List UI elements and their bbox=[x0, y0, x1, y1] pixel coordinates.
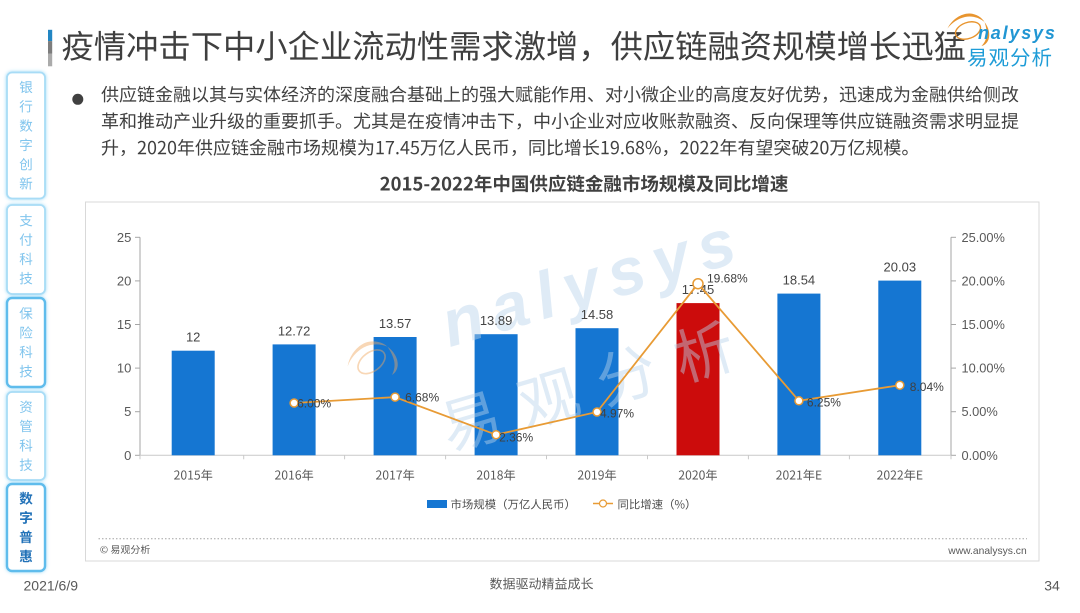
svg-text:34: 34 bbox=[1044, 577, 1060, 593]
svg-text:6.00%: 6.00% bbox=[297, 397, 331, 411]
svg-text:25: 25 bbox=[117, 230, 131, 245]
svg-text:www.analysys.cn: www.analysys.cn bbox=[947, 546, 1027, 557]
svg-text:13.57: 13.57 bbox=[379, 316, 412, 331]
svg-text:20.03: 20.03 bbox=[884, 260, 917, 275]
svg-text:13.89: 13.89 bbox=[480, 313, 513, 328]
svg-text:12: 12 bbox=[186, 330, 200, 345]
svg-text:15: 15 bbox=[117, 317, 131, 332]
svg-text:5: 5 bbox=[124, 404, 131, 419]
svg-text:15.00%: 15.00% bbox=[962, 317, 1005, 332]
svg-text:0: 0 bbox=[124, 448, 131, 463]
svg-text:6.25%: 6.25% bbox=[807, 395, 841, 409]
svg-text:20: 20 bbox=[117, 273, 131, 288]
svg-text:25.00%: 25.00% bbox=[962, 230, 1005, 245]
svg-text:12.72: 12.72 bbox=[278, 323, 311, 338]
svg-text:2.36%: 2.36% bbox=[499, 431, 533, 445]
svg-text:2021/6/9: 2021/6/9 bbox=[24, 577, 79, 593]
svg-text:nalysys: nalysys bbox=[978, 23, 1057, 43]
svg-text:20.00%: 20.00% bbox=[962, 273, 1005, 288]
svg-text:0.00%: 0.00% bbox=[962, 448, 998, 463]
svg-text:10: 10 bbox=[117, 361, 131, 376]
svg-text:8.04%: 8.04% bbox=[910, 380, 944, 394]
svg-text:6.68%: 6.68% bbox=[405, 391, 439, 405]
svg-text:5.00%: 5.00% bbox=[962, 404, 998, 419]
svg-text:18.54: 18.54 bbox=[783, 273, 816, 288]
svg-text:19.68%: 19.68% bbox=[707, 272, 748, 286]
svg-text:10.00%: 10.00% bbox=[962, 361, 1005, 376]
svg-text:4.97%: 4.97% bbox=[600, 407, 634, 421]
svg-text:14.58: 14.58 bbox=[581, 307, 614, 322]
